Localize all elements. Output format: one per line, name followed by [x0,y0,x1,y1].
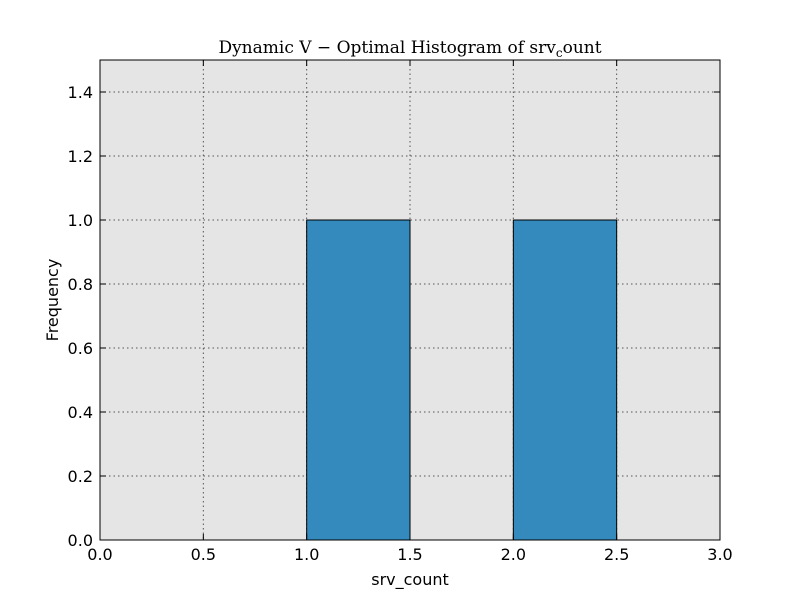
y-tick-label: 0.4 [68,403,93,422]
x-axis-label: srv_count [371,570,449,590]
x-tick-label: 1.0 [294,545,319,564]
y-tick-label: 1.4 [68,83,93,102]
x-tick-label: 1.5 [397,545,422,564]
histogram-bar [512,219,618,541]
y-tick-labels: 0.0 0.2 0.4 0.6 0.8 1.0 1.2 1.4 [68,83,93,550]
x-tick-labels: 0.0 0.5 1.0 1.5 2.0 2.5 3.0 [87,545,732,564]
y-tick-label: 1.2 [68,147,93,166]
y-tick-label: 0.0 [68,531,93,550]
y-tick-label: 1.0 [68,211,93,230]
histogram-bar [306,219,411,541]
chart-title-suffix: ount [563,38,602,58]
y-tick-label: 0.6 [68,339,93,358]
chart-title: Dynamic V − Optimal Histogram of srvcoun… [218,38,601,60]
y-axis-label: Frequency [43,259,62,342]
x-tick-label: 2.5 [604,545,629,564]
x-tick-label: 0.0 [87,545,112,564]
axis-ticks [99,60,721,541]
x-tick-label: 3.0 [707,545,732,564]
y-tick-label: 0.2 [68,467,93,486]
chart-title-main: Dynamic V − Optimal Histogram of srv [218,38,556,58]
histogram-bars [306,219,618,541]
chart-title-subscript: c [556,46,563,60]
x-tick-label: 2.0 [501,545,526,564]
y-tick-label: 0.8 [68,275,93,294]
x-tick-label: 0.5 [191,545,216,564]
